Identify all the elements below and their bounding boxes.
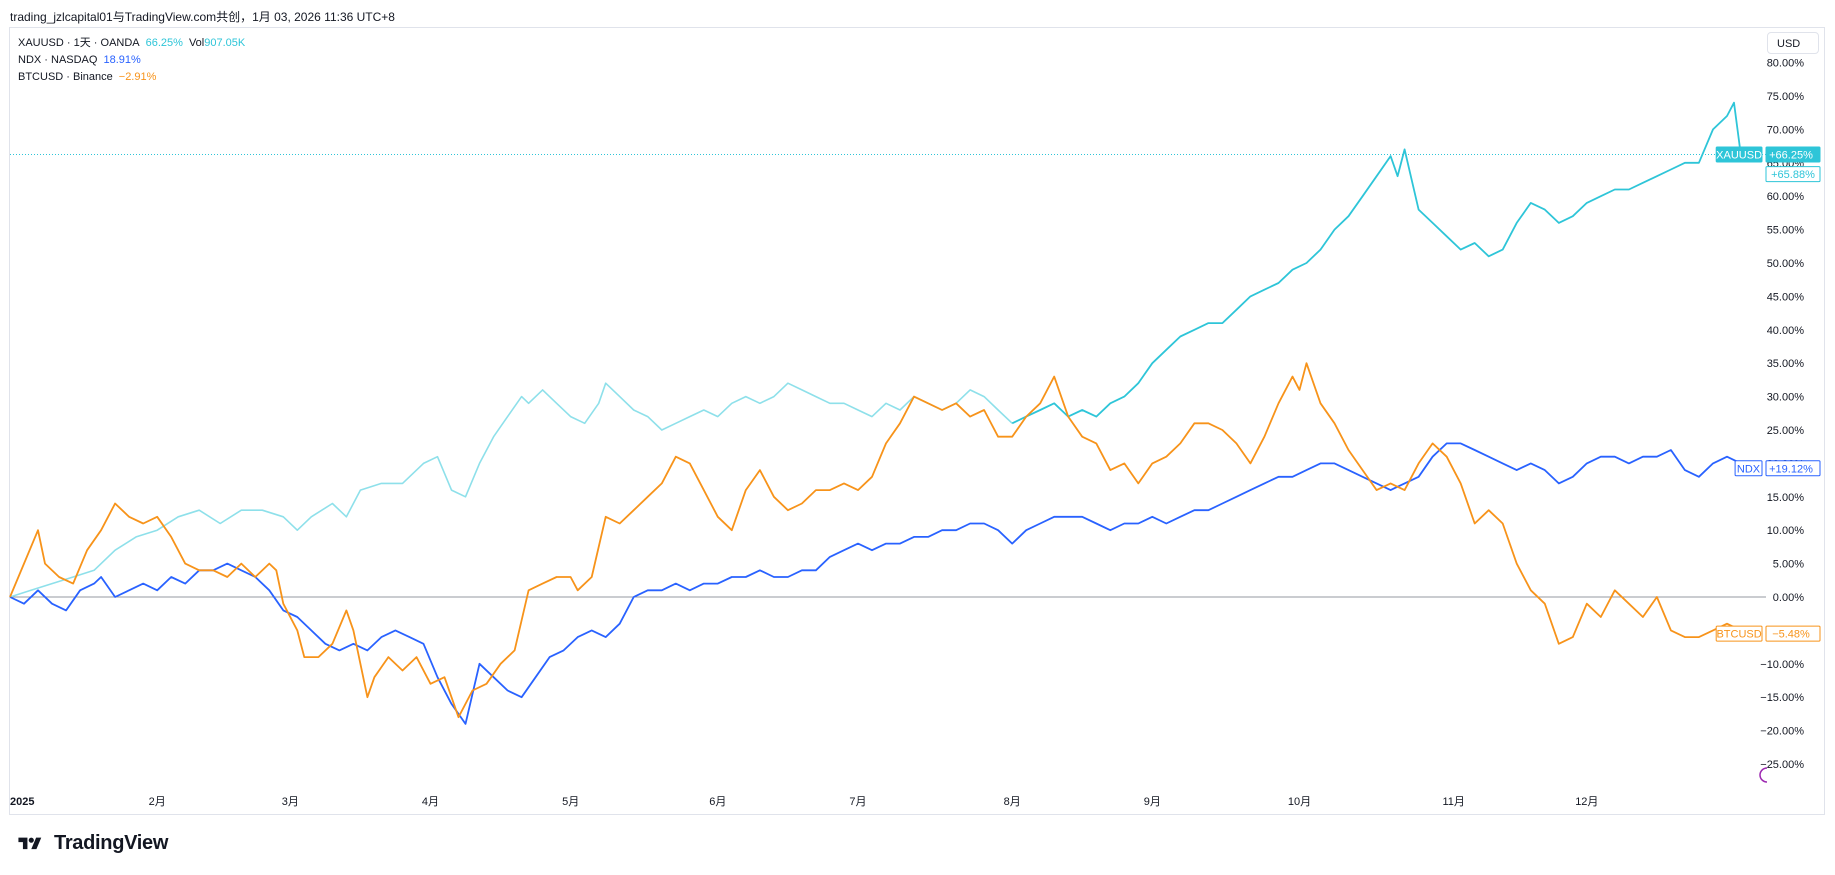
y-tick-label: 15.00% <box>1767 492 1805 504</box>
series-value-tag-text: +19.12% <box>1769 463 1813 475</box>
legend-ndx-name: NDX · NASDAQ <box>18 54 98 66</box>
x-tick-label: 10月 <box>1288 796 1311 808</box>
series-value-tag-text: −5.48% <box>1772 629 1810 641</box>
chart-frame <box>9 27 1825 815</box>
series-name-tag-text: BTCUSD <box>1716 629 1761 641</box>
y-tick-label: 30.00% <box>1767 392 1805 404</box>
currency-button[interactable]: USD <box>1767 32 1819 54</box>
series-value-tag-secondary <box>1765 166 1821 183</box>
series-name-tag-btcusd <box>1715 625 1763 642</box>
x-tick-label: 2月 <box>149 796 166 808</box>
series-value-tag-ndx <box>1765 460 1821 477</box>
y-tick-label: −20.00% <box>1760 726 1804 738</box>
series-line-xauusd-faded <box>9 382 1013 598</box>
y-tick-label: −10.00% <box>1760 659 1804 671</box>
series-value-tag-xauusd <box>1765 146 1821 163</box>
series-name-tag-text: XAUUSD <box>1716 149 1762 161</box>
x-tick-label: 2025 <box>10 796 34 808</box>
series-value-tag-text: +65.88% <box>1771 169 1815 181</box>
x-tick-label: 8月 <box>1004 796 1021 808</box>
tradingview-logo-icon <box>18 837 42 849</box>
y-tick-label: 75.00% <box>1767 91 1805 103</box>
y-tick-label: 25.00% <box>1767 425 1805 437</box>
y-tick-label: −25.00% <box>1760 759 1804 771</box>
series-name-tag-xauusd <box>1715 146 1763 163</box>
legend-volume-value: 907.05K <box>204 37 246 49</box>
y-tick-label: 80.00% <box>1767 58 1805 70</box>
y-tick-label: 55.00% <box>1767 225 1805 237</box>
legend-row-ndx[interactable]: NDX · NASDAQ 18.91% <box>18 52 245 69</box>
loading-indicator-icon <box>1759 767 1768 783</box>
legend-xauusd-name: XAUUSD · 1天 · OANDA <box>18 37 140 49</box>
x-tick-label: 12月 <box>1575 796 1598 808</box>
series-line-btcusd <box>9 362 1742 719</box>
legend-btcusd-name: BTCUSD · Binance <box>18 71 113 83</box>
series-name-tag-text: NDX <box>1737 463 1761 475</box>
legend-volume-label: Vol <box>188 37 205 49</box>
x-tick-label: 4月 <box>422 796 439 808</box>
x-tick-label: 11月 <box>1442 796 1464 808</box>
tradingview-logo-text: TradingView <box>54 832 169 854</box>
legend-xauusd-value: 66.25% <box>145 37 183 49</box>
legend-row-xauusd[interactable]: XAUUSD · 1天 · OANDA 66.25% Vol907.05K <box>18 35 245 52</box>
y-tick-label: 10.00% <box>1767 525 1805 537</box>
x-tick-label: 6月 <box>709 796 726 808</box>
x-tick-label: 9月 <box>1144 796 1161 808</box>
series-value-tag-text: +66.25% <box>1769 149 1813 161</box>
y-tick-label: 40.00% <box>1767 325 1805 337</box>
series-line-xauusd <box>1011 101 1742 425</box>
chart-header-title: trading_jzlcapital01与TradingView.com共创，1… <box>10 10 395 24</box>
y-tick-label: −15.00% <box>1760 692 1804 704</box>
legend-btcusd-value: −2.91% <box>118 71 157 83</box>
y-tick-label: 45.00% <box>1767 291 1805 303</box>
y-tick-label: 50.00% <box>1767 258 1805 270</box>
legend-ndx-value: 18.91% <box>103 54 141 66</box>
x-tick-label: 3月 <box>282 796 299 808</box>
y-tick-label: 0.00% <box>1773 592 1804 604</box>
series-value-tag-btcusd <box>1765 625 1821 642</box>
chart-legend: XAUUSD · 1天 · OANDA 66.25% Vol907.05K NDX … <box>18 35 245 86</box>
series-line-ndx <box>9 442 1742 725</box>
x-tick-label: 7月 <box>849 796 866 808</box>
series-name-tag-ndx <box>1734 460 1763 477</box>
y-tick-label: 5.00% <box>1773 559 1804 571</box>
legend-row-btcusd[interactable]: BTCUSD · Binance −2.91% <box>18 69 245 86</box>
y-tick-label: 70.00% <box>1767 124 1805 136</box>
x-tick-label: 5月 <box>562 796 579 808</box>
tradingview-logo[interactable]: TradingView <box>12 832 168 855</box>
y-tick-label: 60.00% <box>1767 191 1805 203</box>
y-tick-label: 35.00% <box>1767 358 1805 370</box>
